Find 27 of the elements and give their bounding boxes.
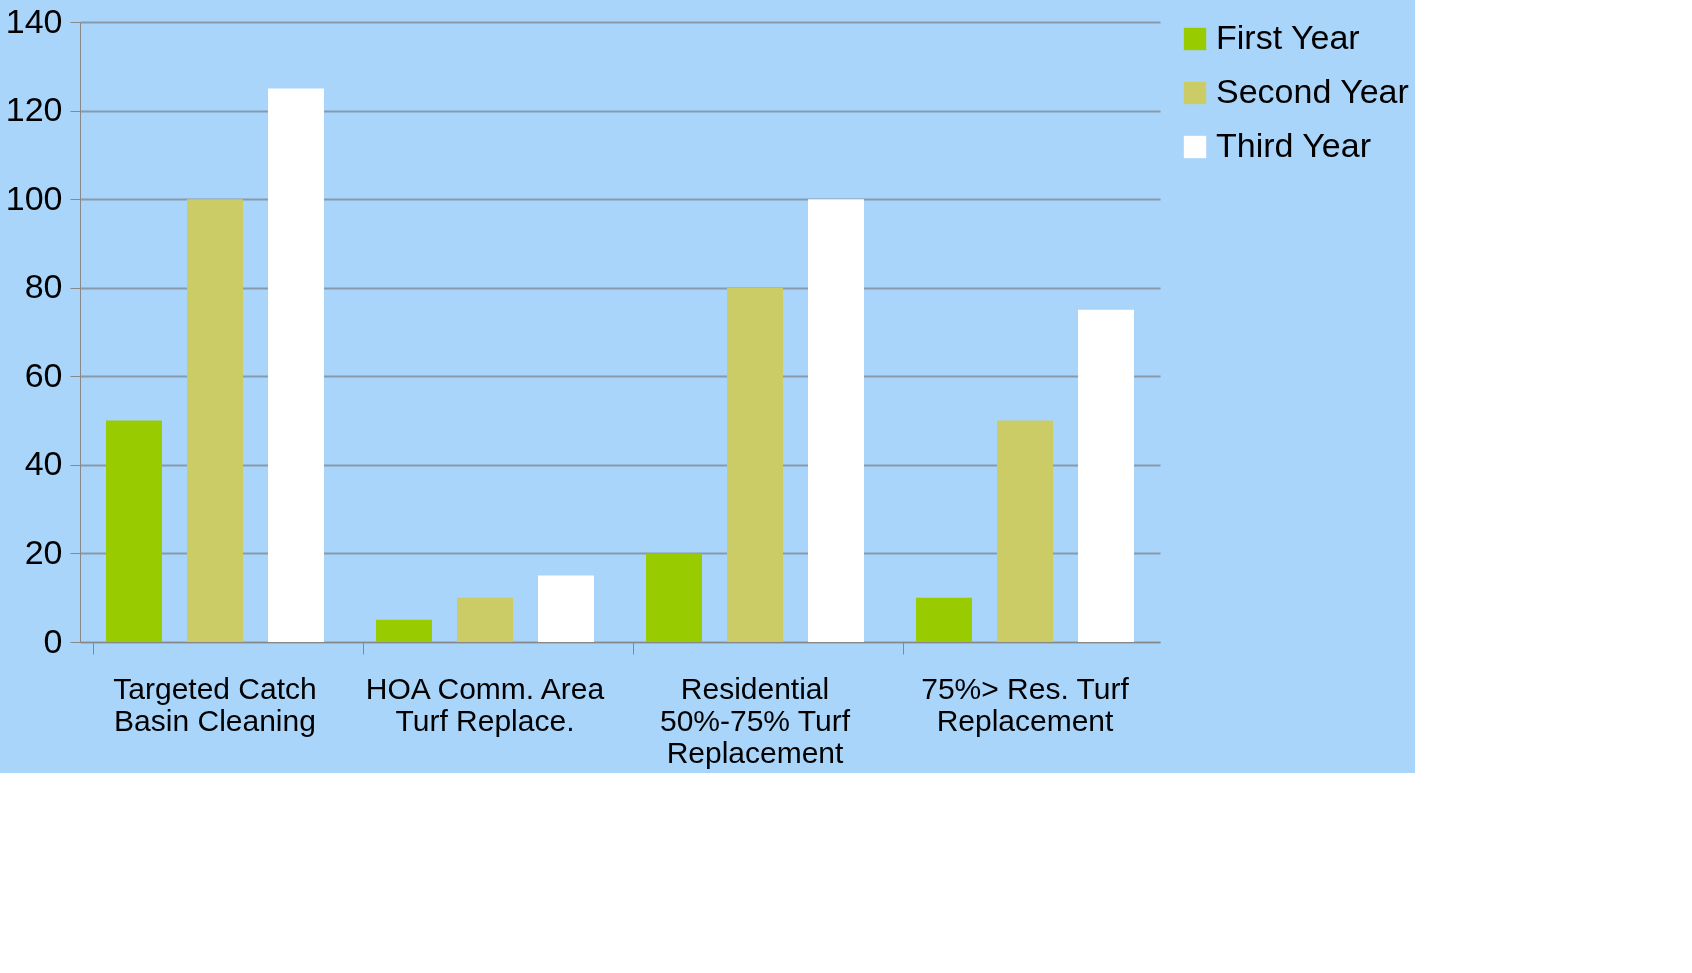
legend-label: Second Year <box>1216 72 1409 110</box>
legend-label: First Year <box>1216 18 1360 56</box>
bar <box>457 597 513 642</box>
bar <box>268 88 324 642</box>
y-tick-label: 80 <box>24 267 63 306</box>
x-tick-label: HOA Comm. Area Turf Replace. <box>365 671 605 737</box>
bar <box>727 287 783 642</box>
bar <box>187 199 243 642</box>
legend-label: Third Year <box>1216 126 1371 164</box>
y-tick-label: 100 <box>5 178 63 217</box>
x-tick-label: Targeted Catch Basin Cleaning <box>113 671 317 737</box>
bar <box>646 553 702 642</box>
y-tick-label: 120 <box>5 90 63 129</box>
y-tick-label: 60 <box>24 355 63 394</box>
x-tick-label: Residential 50%-75% Turf Replacement <box>659 671 851 769</box>
y-tick-label: 0 <box>43 621 63 660</box>
bar <box>916 597 972 642</box>
bar <box>997 420 1053 642</box>
bar <box>808 199 864 642</box>
bar <box>106 420 162 642</box>
bar <box>1078 309 1134 642</box>
y-tick-label: 20 <box>24 532 63 571</box>
bar <box>376 619 432 642</box>
y-tick-label: 40 <box>24 444 63 483</box>
x-tick-label: 75%> Res. Turf Replacement <box>921 671 1130 737</box>
bar <box>538 575 594 642</box>
y-tick-label: 140 <box>5 1 63 40</box>
